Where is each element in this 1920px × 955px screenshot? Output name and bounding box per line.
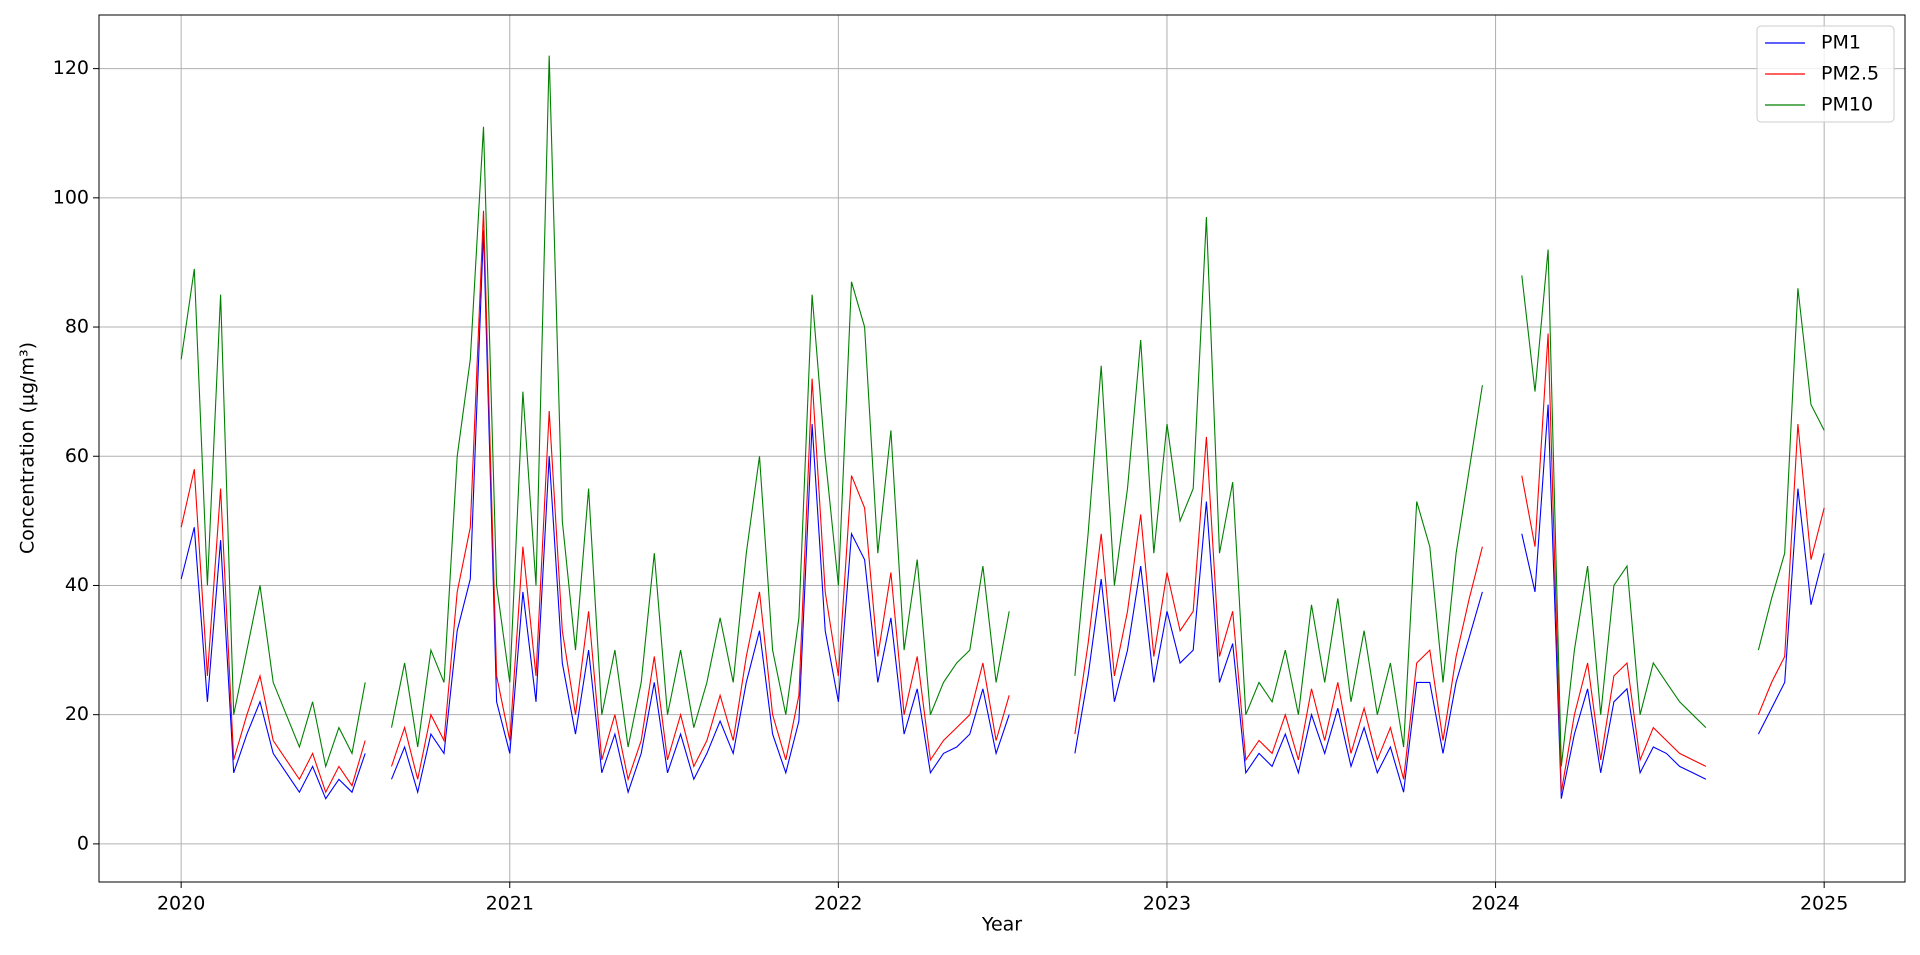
y-tick-label: 60 xyxy=(65,445,89,467)
y-tick-label: 120 xyxy=(53,57,89,79)
x-tick-label: 2022 xyxy=(814,893,862,915)
data-line xyxy=(180,55,1825,769)
data-line xyxy=(180,230,1825,800)
y-axis-label: Concentration (µg/m³) xyxy=(17,342,39,554)
legend-box xyxy=(1756,25,1895,123)
x-tick-label: 2024 xyxy=(1471,893,1519,915)
y-tick-label: 80 xyxy=(65,316,89,338)
y-tick-label: 20 xyxy=(65,703,89,725)
data-line xyxy=(180,210,1825,794)
y-tick-label: 100 xyxy=(53,186,89,208)
plot-frame xyxy=(98,14,1906,883)
y-tick-label: 0 xyxy=(77,832,89,854)
x-tick-label: 2023 xyxy=(1143,893,1191,915)
x-tick-label: 2021 xyxy=(486,893,534,915)
legend: PM1 PM2.5 PM10 xyxy=(1756,25,1895,123)
y-tick-label: 40 xyxy=(65,574,89,596)
x-tick-label: 2025 xyxy=(1800,893,1848,915)
x-tick-label: 2020 xyxy=(157,893,205,915)
legend-label: PM10 xyxy=(1821,94,1873,116)
legend-label: PM1 xyxy=(1821,32,1861,54)
legend-label: PM2.5 xyxy=(1821,63,1879,85)
x-axis-label: Year xyxy=(981,914,1022,936)
